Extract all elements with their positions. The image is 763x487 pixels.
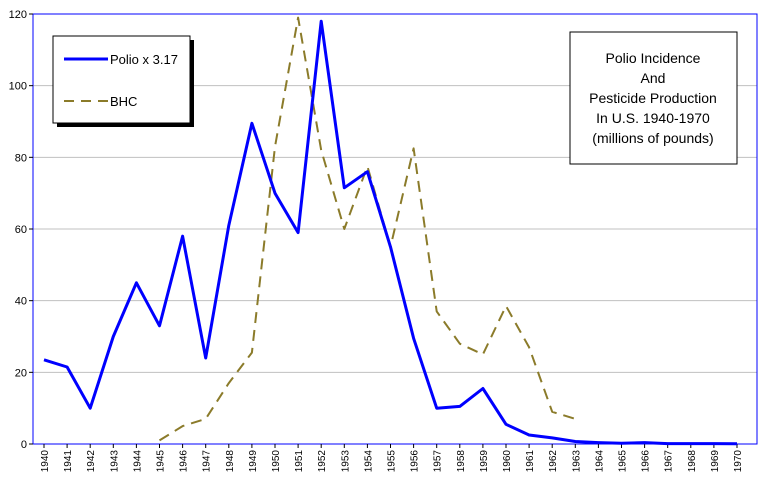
x-tick-label: 1948	[225, 450, 236, 473]
x-tick-label: 1941	[63, 450, 74, 473]
annotation-line-1: Polio Incidence	[606, 50, 701, 66]
y-tick-label: 100	[9, 81, 27, 93]
y-tick-label: 20	[15, 367, 27, 379]
x-tick-label: 1945	[156, 450, 167, 473]
y-tick-label: 40	[15, 296, 27, 308]
x-tick-label: 1944	[132, 450, 143, 473]
legend-box	[53, 36, 190, 123]
x-tick-label: 1954	[363, 450, 374, 473]
y-tick-label: 80	[15, 152, 27, 164]
legend: Polio x 3.17 BHC	[53, 36, 194, 127]
x-tick-label: 1942	[86, 450, 97, 473]
annotation-line-2: And	[641, 70, 666, 86]
x-tick-label: 1965	[618, 450, 629, 473]
x-tick-label: 1966	[641, 450, 652, 473]
x-tick-label: 1964	[594, 450, 605, 473]
x-tick-label: 1943	[109, 450, 120, 473]
x-tick-label: 1969	[710, 450, 721, 473]
x-tick-label: 1955	[387, 450, 398, 473]
y-axis: 0 20 40 60 80 100 120	[9, 9, 33, 451]
x-tick-label: 1953	[340, 450, 351, 473]
x-tick-label: 1968	[687, 450, 698, 473]
x-tick-label: 1950	[271, 450, 282, 473]
x-tick-label: 1962	[548, 450, 559, 473]
x-tick-label: 1963	[571, 450, 582, 473]
y-tick-label: 120	[9, 9, 27, 21]
x-tick-label: 1957	[433, 450, 444, 473]
x-tick-label: 1949	[248, 450, 259, 473]
x-tick-label: 1940	[40, 450, 51, 473]
x-tick-label: 1958	[456, 450, 467, 473]
x-tick-label: 1961	[525, 450, 536, 473]
x-tick-label: 1970	[733, 450, 744, 473]
legend-label-bhc: BHC	[110, 94, 137, 109]
x-tick-label: 1947	[202, 450, 213, 473]
annotation-box: Polio Incidence And Pesticide Production…	[570, 32, 737, 164]
legend-label-polio: Polio x 3.17	[110, 52, 178, 67]
y-tick-label: 60	[15, 224, 27, 236]
x-tick-label: 1952	[317, 450, 328, 473]
y-tick-label: 0	[21, 439, 27, 451]
x-tick-label: 1956	[410, 450, 421, 473]
x-axis: 1940 1941 1942 1943 1944 1945 1946 1947 1948 1949…	[40, 444, 744, 472]
annotation-line-4: In U.S. 1940-1970	[596, 110, 710, 126]
x-tick-label: 1959	[479, 450, 490, 473]
x-tick-label: 1960	[502, 450, 513, 473]
x-tick-label: 1951	[294, 450, 305, 473]
annotation-line-3: Pesticide Production	[589, 90, 717, 106]
x-tick-label: 1967	[664, 450, 675, 473]
x-tick-label: 1946	[179, 450, 190, 473]
annotation-line-5: (millions of pounds)	[592, 130, 713, 146]
